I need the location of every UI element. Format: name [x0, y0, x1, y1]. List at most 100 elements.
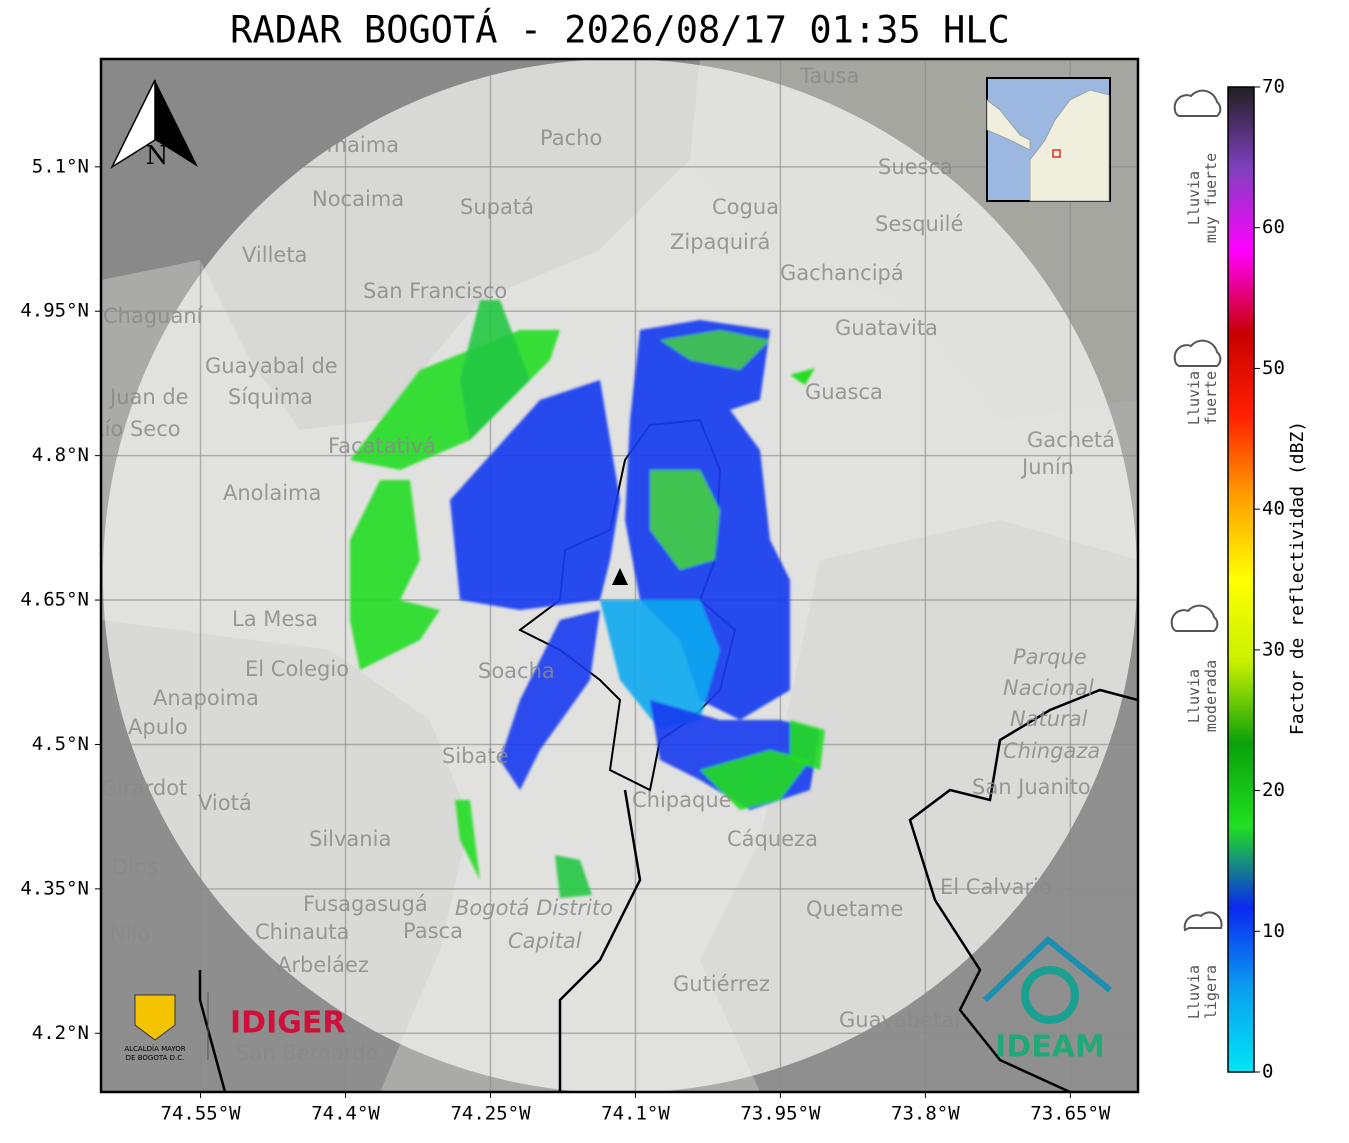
place: Anapoima — [153, 686, 259, 710]
place: Sibaté — [442, 744, 509, 768]
logo-text: DE BOGOTÁ D.C. — [126, 1053, 185, 1062]
place: Útica — [235, 72, 289, 97]
x-tick-label: 74.1°W — [601, 1103, 670, 1125]
rain-label-line: Lluvia — [1185, 669, 1203, 723]
place: La Mesa — [232, 607, 318, 631]
rain-label-line: fuerte — [1202, 371, 1220, 425]
y-tick-label: 4.8°N — [32, 444, 89, 466]
place: Silvania — [309, 827, 391, 851]
place: Supatá — [460, 195, 534, 219]
place: Arbeláez — [277, 953, 369, 977]
x-tick-label: 74.25°W — [450, 1103, 531, 1125]
rain-icon — [1170, 89, 1223, 932]
map-area: La Peña Útica Tausa Pacho Nimaima Nocaim… — [90, 59, 1138, 1092]
y-tick-label: 5.1°N — [32, 155, 89, 177]
place: San Juanito — [972, 775, 1091, 799]
place: Pasca — [403, 919, 463, 943]
place: Villeta — [242, 243, 307, 267]
colorbar-tick-label: 70 — [1262, 76, 1285, 98]
place: Guayabetal — [839, 1008, 960, 1032]
y-tick-label: 4.65°N — [20, 589, 89, 611]
colorbar-tick-label: 50 — [1262, 357, 1285, 379]
colorbar-tick-label: 30 — [1262, 638, 1285, 660]
place: Viotá — [198, 791, 252, 815]
place: Capital — [508, 929, 582, 953]
map-frame — [99, 57, 1140, 1094]
place: Nocaima — [312, 187, 404, 211]
place: Dios — [112, 855, 158, 879]
place: Bogotá Distrito — [455, 896, 613, 920]
y-tick-label: 4.95°N — [20, 300, 89, 322]
colorbar-tick-label: 10 — [1262, 920, 1285, 942]
place: Soacha — [478, 659, 555, 683]
colorbar-ticks: 0 10 20 30 40 50 60 70 — [1254, 76, 1285, 1083]
place: Cogua — [712, 195, 779, 219]
colorbar-tick-label: 60 — [1262, 216, 1285, 238]
inset-map — [986, 77, 1111, 202]
place: La Peña — [300, 62, 382, 86]
place: Natural — [1010, 707, 1088, 731]
colorbar-tick-label: 0 — [1262, 1061, 1273, 1083]
place: Quetame — [806, 897, 903, 921]
place: El Calvario — [940, 875, 1052, 899]
place: Apulo — [128, 715, 188, 739]
place: San Bernardo — [236, 1041, 378, 1065]
place: Girardot — [101, 776, 187, 800]
logo-idiger: IDIGER — [230, 1006, 345, 1041]
boundary — [198, 688, 1138, 1092]
place: Guatavita — [835, 316, 938, 340]
place: Chaguaní — [103, 304, 204, 328]
north-arrow: N — [110, 79, 198, 171]
y-tick-label: 4.35°N — [20, 877, 89, 899]
place: Chipaque — [632, 788, 732, 812]
place: Anolaima — [223, 481, 321, 505]
place: Gachetá — [1027, 428, 1115, 452]
rain-label: Lluvialigera — [1185, 965, 1220, 1019]
logo-text: ALCALDÍA MAYOR — [124, 1044, 185, 1053]
place: El Colegio — [245, 657, 349, 681]
rain-label: Lluviafuerte — [1185, 371, 1220, 425]
radar-echoes — [350, 300, 825, 898]
radar-site — [612, 568, 628, 585]
place: Nilo — [110, 922, 150, 946]
place: Sesquilé — [875, 212, 963, 236]
x-tick-label: 73.95°W — [740, 1103, 821, 1125]
place: Chinauta — [255, 920, 349, 944]
y-tick-label: 4.5°N — [32, 733, 89, 755]
colorbar — [1227, 86, 1255, 1073]
rain-legend: Lluviamuy fuerteLluviafuerteLluviamodera… — [1170, 89, 1223, 1019]
place: Tausa — [799, 64, 859, 88]
rain-label-line: Lluvia — [1185, 171, 1203, 225]
place: Guasca — [805, 380, 883, 404]
place: Facatativá — [328, 434, 436, 458]
rain-label: Lluviamuy fuerte — [1185, 153, 1220, 243]
colorbar-tick-label: 20 — [1262, 779, 1285, 801]
rain-label-line: ligera — [1202, 965, 1220, 1019]
place: Guaduas — [103, 189, 196, 213]
place: Parque — [1013, 645, 1087, 669]
place: Síquima — [228, 385, 313, 409]
logo-ideam: IDEAM — [982, 936, 1112, 1065]
place: Gutiérrez — [673, 972, 770, 996]
y-tick-label: 4.2°N — [32, 1022, 89, 1044]
rain-label-line: muy fuerte — [1202, 153, 1220, 243]
logo-alcaldia: ALCALDÍA MAYOR DE BOGOTÁ D.C. IDIGER — [124, 992, 345, 1062]
place: Zipaquirá — [670, 230, 770, 254]
place: Fusagasugá — [303, 892, 428, 916]
rain-label-line: Lluvia — [1185, 371, 1203, 425]
rain-label-line: moderada — [1202, 660, 1220, 732]
place: Nacional — [1003, 676, 1094, 700]
place: Chingaza — [1003, 739, 1100, 763]
north-label: N — [146, 141, 169, 171]
rain-label-line: Lluvia — [1185, 965, 1203, 1019]
colorbar-tick-label: 40 — [1262, 498, 1285, 520]
place-labels: La Peña Útica Tausa Pacho Nimaima Nocaim… — [90, 62, 1115, 1065]
rain-label: Lluviamoderada — [1185, 660, 1220, 732]
place: Juan de — [108, 385, 189, 409]
place: Guayabal de — [205, 354, 338, 378]
place: Río Seco — [90, 417, 181, 441]
logo-ideam-text: IDEAM — [995, 1030, 1105, 1065]
place: Nimaima — [305, 133, 399, 157]
x-tick-label: 74.55°W — [161, 1103, 242, 1125]
